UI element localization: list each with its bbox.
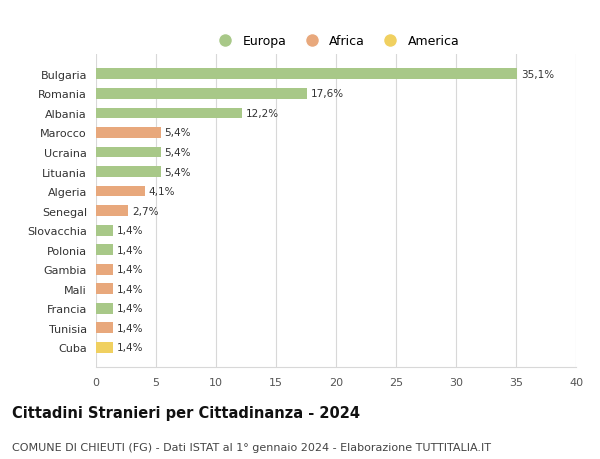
Bar	[96, 69, 517, 80]
Text: 35,1%: 35,1%	[521, 70, 554, 79]
Text: 12,2%: 12,2%	[246, 109, 279, 118]
Text: 5,4%: 5,4%	[164, 148, 191, 157]
Text: 1,4%: 1,4%	[116, 323, 143, 333]
Bar	[96, 147, 161, 158]
Bar	[96, 323, 113, 334]
Bar	[96, 186, 145, 197]
Text: 17,6%: 17,6%	[311, 89, 344, 99]
Bar	[96, 206, 128, 217]
Bar	[96, 303, 113, 314]
Bar	[96, 128, 161, 139]
Text: 5,4%: 5,4%	[164, 167, 191, 177]
Bar	[96, 225, 113, 236]
Bar	[96, 264, 113, 275]
Text: 5,4%: 5,4%	[164, 128, 191, 138]
Legend: Europa, Africa, America: Europa, Africa, America	[208, 30, 464, 53]
Bar	[96, 284, 113, 295]
Text: 1,4%: 1,4%	[116, 245, 143, 255]
Text: 1,4%: 1,4%	[116, 265, 143, 274]
Bar	[96, 167, 161, 178]
Bar	[96, 108, 242, 119]
Text: COMUNE DI CHIEUTI (FG) - Dati ISTAT al 1° gennaio 2024 - Elaborazione TUTTITALIA: COMUNE DI CHIEUTI (FG) - Dati ISTAT al 1…	[12, 442, 491, 452]
Bar	[96, 342, 113, 353]
Text: 1,4%: 1,4%	[116, 343, 143, 353]
Text: 1,4%: 1,4%	[116, 226, 143, 235]
Text: 1,4%: 1,4%	[116, 284, 143, 294]
Text: 1,4%: 1,4%	[116, 304, 143, 313]
Bar	[96, 245, 113, 256]
Text: 4,1%: 4,1%	[149, 187, 175, 196]
Bar	[96, 89, 307, 100]
Text: 2,7%: 2,7%	[132, 206, 158, 216]
Text: Cittadini Stranieri per Cittadinanza - 2024: Cittadini Stranieri per Cittadinanza - 2…	[12, 405, 360, 420]
